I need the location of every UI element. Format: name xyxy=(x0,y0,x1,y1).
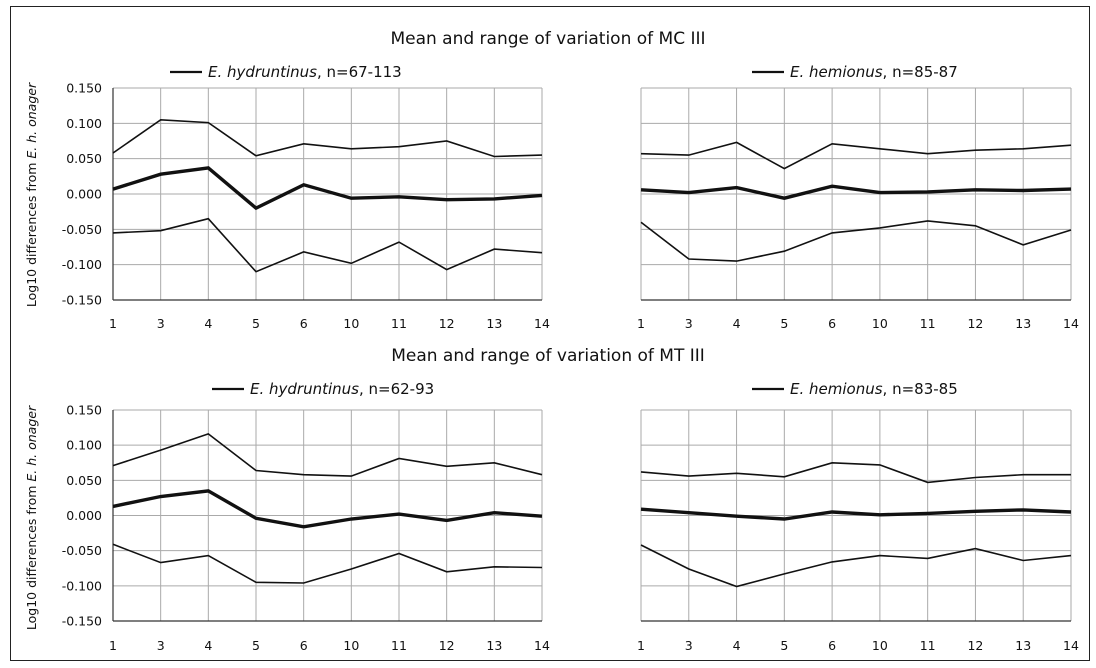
y-tick-label: -0.050 xyxy=(62,222,102,237)
x-tick-label: 11 xyxy=(920,316,936,331)
x-tick-label: 13 xyxy=(1015,638,1031,653)
y-tick-label: 0.000 xyxy=(66,508,102,523)
y-tick-label: 0.050 xyxy=(66,473,102,488)
series-line-min xyxy=(112,217,543,273)
x-tick-label: 12 xyxy=(967,638,983,653)
series-line-mean xyxy=(640,507,1072,521)
y-tick-label: -0.150 xyxy=(62,614,102,629)
x-tick-label: 14 xyxy=(1063,316,1079,331)
x-tick-label: 6 xyxy=(828,638,836,653)
x-tick-label: 3 xyxy=(157,638,165,653)
y-tick-label: 0.000 xyxy=(66,187,102,202)
y-tick-label: -0.050 xyxy=(62,543,102,558)
x-tick-label: 5 xyxy=(780,638,788,653)
x-tick-label: 4 xyxy=(733,638,741,653)
x-tick-label: 3 xyxy=(685,316,693,331)
x-tick-label: 12 xyxy=(439,638,455,653)
x-tick-label: 13 xyxy=(1015,316,1031,331)
x-tick-label: 10 xyxy=(872,316,888,331)
y-tick-label: 0.100 xyxy=(66,438,102,453)
x-tick-label: 10 xyxy=(872,638,888,653)
figure-frame xyxy=(10,6,1090,661)
series-line-max xyxy=(640,141,1072,170)
x-tick-label: 6 xyxy=(300,316,308,331)
y-axis-label: Log10 differences from E. h. onager xyxy=(24,82,39,307)
series-line-mean xyxy=(112,166,543,211)
x-tick-label: 1 xyxy=(637,316,645,331)
x-tick-label: 3 xyxy=(685,638,693,653)
x-tick-label: 3 xyxy=(157,316,165,331)
x-tick-label: 5 xyxy=(252,638,260,653)
x-tick-label: 11 xyxy=(391,638,407,653)
legend-entry: E. hemionus, n=83-85 xyxy=(790,380,958,398)
series-line-mean xyxy=(112,489,543,529)
y-tick-label: -0.150 xyxy=(62,293,102,308)
y-tick-label: 0.050 xyxy=(66,151,102,166)
x-tick-label: 10 xyxy=(343,316,359,331)
series-line-max xyxy=(112,433,543,477)
x-tick-label: 6 xyxy=(300,638,308,653)
y-axis-label: Log10 differences from E. h. onager xyxy=(24,405,39,630)
x-tick-label: 5 xyxy=(252,316,260,331)
x-tick-label: 4 xyxy=(204,316,212,331)
y-tick-label: 0.100 xyxy=(66,116,102,131)
x-tick-label: 1 xyxy=(109,638,117,653)
x-tick-label: 4 xyxy=(204,638,212,653)
x-tick-label: 14 xyxy=(534,316,550,331)
series-line-min xyxy=(112,543,543,584)
x-tick-label: 6 xyxy=(828,316,836,331)
x-tick-label: 14 xyxy=(1063,638,1079,653)
chart-title: Mean and range of variation of MC III xyxy=(390,29,705,49)
y-tick-label: 0.150 xyxy=(66,403,102,418)
series-line-max xyxy=(112,118,543,158)
y-tick-label: 0.150 xyxy=(66,81,102,96)
x-tick-label: 13 xyxy=(486,638,502,653)
series-line-mean xyxy=(640,184,1072,200)
legend-entry: E. hemionus, n=85-87 xyxy=(790,63,958,81)
x-tick-label: 12 xyxy=(967,316,983,331)
series-line-min xyxy=(640,544,1072,588)
x-tick-label: 1 xyxy=(637,638,645,653)
x-tick-label: 13 xyxy=(486,316,502,331)
y-tick-label: -0.100 xyxy=(62,578,102,593)
chart-title: Mean and range of variation of MT III xyxy=(391,346,705,366)
x-tick-label: 5 xyxy=(780,316,788,331)
legend-entry: E. hydruntinus, n=62-93 xyxy=(250,380,434,398)
x-tick-label: 4 xyxy=(733,316,741,331)
x-tick-label: 11 xyxy=(920,638,936,653)
x-tick-label: 12 xyxy=(439,316,455,331)
x-tick-label: 10 xyxy=(343,638,359,653)
series-line-max xyxy=(640,461,1071,484)
series-line-min xyxy=(640,220,1072,262)
legend-entry: E. hydruntinus, n=67-113 xyxy=(208,63,402,81)
x-tick-label: 14 xyxy=(534,638,550,653)
y-tick-label: -0.100 xyxy=(62,257,102,272)
x-tick-label: 11 xyxy=(391,316,407,331)
x-tick-label: 1 xyxy=(109,316,117,331)
